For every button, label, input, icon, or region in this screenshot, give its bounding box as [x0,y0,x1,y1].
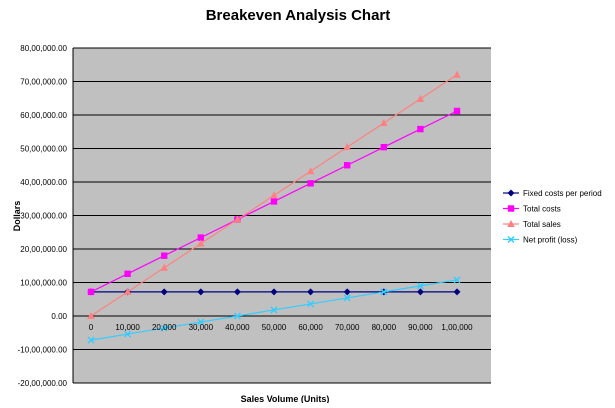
triangle-marker [306,167,315,175]
legend-label: Total costs [523,205,561,214]
square-marker [307,180,314,187]
diamond-marker [453,288,461,296]
x-marker [416,282,424,290]
square-marker [124,270,131,277]
legend-entry: Net profit (loss) [503,236,578,245]
diamond-marker [416,288,424,296]
legend-entry: Total sales [503,220,561,229]
y-tick-label: -10,00,000.00 [18,346,68,355]
triangle-marker [270,191,278,199]
triangle-marker [160,263,168,271]
x-marker [160,324,168,332]
y-tick-label: 80,00,000.00 [20,44,67,53]
x-marker [233,312,241,320]
square-marker [417,125,424,133]
x-marker [270,306,278,314]
diamond-marker [343,288,351,296]
legend-entry: Fixed costs per period [503,189,602,198]
diamond-marker [233,288,241,296]
triangle-marker [197,239,205,247]
y-tick-label: 40,00,000.00 [20,178,67,187]
y-tick-label: 0.00 [51,312,67,321]
x-tick-label: 60,000 [298,323,323,332]
legend-label: Net profit (loss) [523,236,578,245]
square-marker [453,107,461,115]
legend-label: Total sales [523,220,561,229]
legend-label: Fixed costs per period [523,189,602,198]
diamond-marker [197,288,205,296]
triangle-marker [453,70,461,78]
x-tick-label: 10,000 [115,323,140,332]
x-tick-label: 80,000 [372,323,397,332]
x-marker [343,294,351,302]
series-layer [87,70,461,344]
x-tick-label: 0 [89,323,94,332]
diamond-marker [160,288,168,296]
square-marker [380,143,387,151]
y-tick-label: 30,00,000.00 [20,212,67,221]
x-marker [197,318,205,326]
x-tick-label: 20,000 [152,323,177,332]
triangle-marker [87,312,95,319]
y-tick-label: 10,00,000.00 [20,279,67,288]
series-net-profit-loss [87,276,461,344]
square-marker [197,234,204,241]
x-axis-label: Sales Volume (Units) [241,394,330,403]
triangle-marker [343,143,351,151]
legend-entry: Total costs [503,205,561,214]
y-tick-label: -20,00,000.00 [18,379,68,388]
y-tick-label: 70,00,000.00 [20,78,67,87]
triangle-marker [380,119,388,127]
x-tick-label: 90,000 [408,323,433,332]
x-tick-label: 70,000 [335,323,360,332]
triangle-marker [507,220,515,227]
y-tick-label: 60,00,000.00 [20,111,67,120]
y-tick-label: 20,00,000.00 [20,245,67,254]
diamond-marker [307,288,315,296]
y-tick-labels: -20,00,000.00 -10,00,000.00 0.00 10,00,000.… [18,44,68,388]
x-marker [380,288,388,296]
x-tick-label: 1,00,000 [441,323,473,332]
square-marker [87,288,95,296]
square-marker [161,252,168,259]
x-marker [507,236,515,243]
x-marker [453,276,461,284]
x-tick-label: 30,000 [189,323,214,332]
axes [72,48,491,383]
x-marker [124,330,132,338]
square-marker [270,198,278,205]
diamond-marker [507,189,515,197]
triangle-marker [416,94,425,102]
chart-title: Breakeven Analysis Chart [206,7,391,24]
series-total-sales [87,70,461,319]
x-tick-labels: 0 10,000 20,000 30,000 40,000 50,000 60,000 70,… [89,323,473,332]
y-tick-label: 50,00,000.00 [20,145,67,154]
diamond-marker [270,288,278,296]
triangle-marker [233,215,242,223]
legend: Fixed costs per period Total costs Total s… [503,189,602,245]
square-marker [507,205,515,212]
x-tick-label: 50,000 [262,323,287,332]
y-axis-label: Dollars [12,201,22,232]
x-marker [307,300,315,308]
square-marker [344,162,351,169]
x-marker [87,336,95,344]
triangle-marker [123,287,132,295]
x-tick-label: 40,000 [225,323,250,332]
